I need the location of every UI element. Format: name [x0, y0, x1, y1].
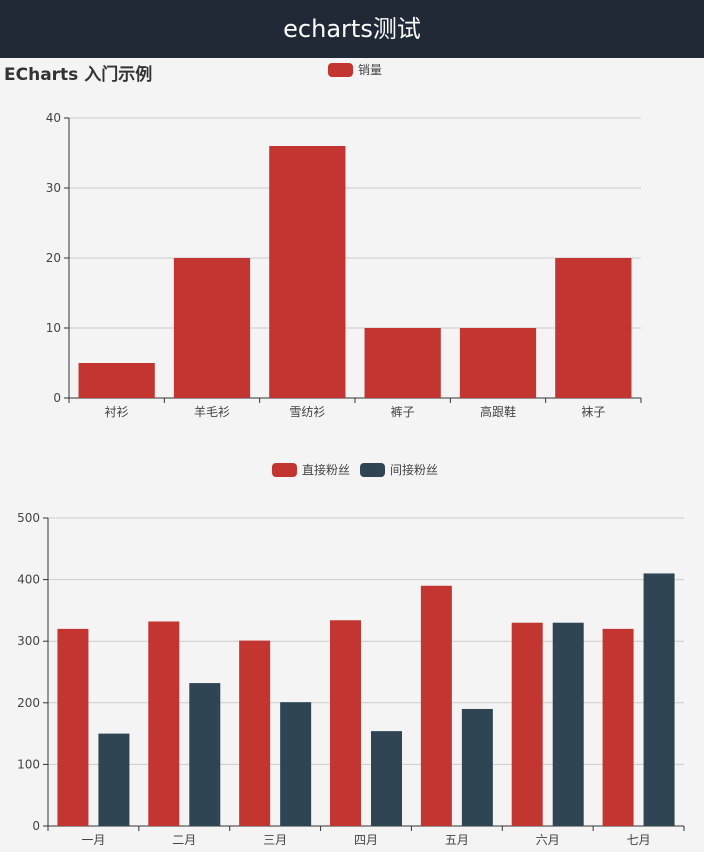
- y-tick-label: 0: [32, 819, 40, 833]
- fans-bar-chart: 直接粉丝 间接粉丝 0 100 200 300 400 500 一月 二月 三月 四月 五月 六月 七月: [17, 462, 685, 847]
- x-tick-label: 七月: [627, 833, 651, 847]
- bar: [148, 621, 180, 826]
- x-tick-label: 衬衫: [105, 405, 129, 419]
- bar: [189, 683, 221, 826]
- bar: [602, 628, 634, 826]
- x-tick-label: 四月: [354, 833, 378, 847]
- bar: [239, 640, 271, 826]
- bar: [57, 628, 89, 826]
- legend-swatch: [328, 63, 353, 77]
- legend-swatch: [360, 463, 385, 477]
- bar: [78, 363, 155, 398]
- bar: [459, 328, 537, 398]
- legend-label: 间接粉丝: [390, 462, 438, 477]
- bar: [511, 622, 543, 826]
- x-tick-label: 六月: [536, 833, 560, 847]
- bar: [98, 733, 130, 826]
- legend-label: 销量: [358, 63, 382, 77]
- page-title: ECharts 入门示例: [4, 65, 153, 85]
- top-bar: echarts测试: [0, 0, 704, 58]
- y-tick-label: 300: [17, 634, 40, 648]
- bar: [173, 258, 251, 398]
- y-tick-label: 500: [17, 511, 40, 525]
- x-tick-label: 五月: [445, 833, 469, 847]
- legend-swatch: [272, 463, 297, 477]
- x-tick-label: 裤子: [391, 405, 415, 419]
- y-tick-label: 200: [17, 696, 40, 710]
- x-tick-label: 三月: [263, 833, 287, 847]
- x-tick-label: 袜子: [581, 405, 605, 419]
- y-tick-label: 0: [53, 391, 61, 405]
- sales-bar-chart: 销量 0 10 20 30 40 衬衫 羊毛衫 雪纺衫 裤子 高跟鞋 袜子: [46, 63, 642, 419]
- bar: [269, 146, 346, 398]
- bar: [643, 573, 675, 826]
- bar: [555, 258, 632, 398]
- x-tick-label: 高跟鞋: [480, 404, 516, 419]
- y-tick-label: 40: [46, 111, 61, 125]
- app-title: echarts测试: [283, 15, 421, 43]
- bar: [552, 622, 584, 826]
- x-tick-label: 一月: [81, 833, 105, 847]
- bar: [330, 620, 361, 826]
- y-tick-label: 20: [46, 251, 61, 265]
- x-tick-label: 二月: [172, 833, 196, 847]
- bar: [420, 585, 452, 826]
- y-tick-label: 400: [17, 573, 40, 587]
- bar: [364, 328, 441, 398]
- bar: [371, 731, 402, 826]
- bar: [461, 708, 493, 826]
- y-tick-label: 10: [46, 321, 61, 335]
- legend-label: 直接粉丝: [302, 462, 350, 477]
- y-tick-label: 30: [46, 181, 61, 195]
- x-tick-label: 雪纺衫: [289, 405, 325, 419]
- x-tick-label: 羊毛衫: [194, 404, 230, 419]
- bar: [280, 702, 312, 826]
- y-tick-label: 100: [17, 757, 40, 771]
